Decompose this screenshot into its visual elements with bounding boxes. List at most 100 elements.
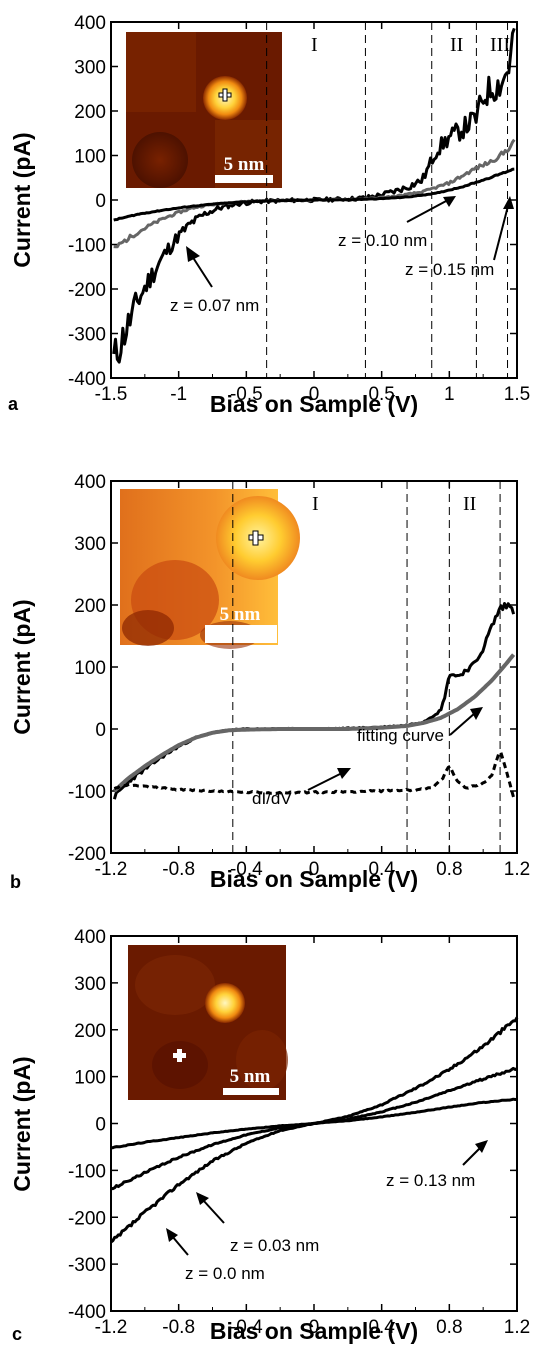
annotation-arrow-fitting	[449, 712, 476, 736]
svg-text:z = 0.03 nm: z = 0.03 nm	[230, 1236, 319, 1255]
series-line-c-3	[111, 1097, 518, 1150]
y-tick-label: -100	[68, 782, 106, 803]
annotation-z000: z = 0.0 nm	[166, 1228, 265, 1283]
series-line-a-3	[113, 167, 515, 222]
region-label-II-a: II	[450, 34, 463, 56]
region-label-II-b: II	[463, 493, 476, 515]
y-tick-label: 200	[74, 102, 106, 123]
panel-label-a: a	[8, 394, 19, 414]
annotation-arrow-z010	[406, 199, 449, 223]
y-tick-label: -300	[68, 1255, 106, 1276]
annotation-z010: z = 0.10 nm	[338, 196, 456, 250]
tip-position-marker	[218, 88, 232, 102]
y-axis-title: Current (pA)	[9, 599, 35, 734]
x-tick-label: -1.2	[95, 859, 128, 880]
x-tick-label: -0.5	[230, 384, 263, 405]
x-tick-label: 0.8	[436, 859, 462, 880]
x-tick-label: 0.8	[436, 1317, 462, 1338]
x-axis-title: Bias on Sample (V)	[210, 866, 418, 892]
y-tick-label: 200	[74, 1021, 106, 1042]
scale-bar-b	[205, 625, 277, 643]
x-tick-label: 1.2	[504, 859, 530, 880]
y-tick-label: 400	[74, 927, 106, 948]
x-tick-label: 0.4	[368, 1317, 395, 1338]
annotation-z007: z = 0.07 nm	[170, 246, 259, 315]
panel-c: 5 nm -1.2 -0.8 -0.4 0 0.4 0.8 1.2-400-300-200-…	[9, 927, 530, 1344]
stm-inset-image-c: 5 nm	[128, 945, 288, 1100]
axes-c: -1.2 -0.8 -0.4 0 0.4 0.8 1.2 -400 -300 -200 -100 0 1…	[9, 927, 530, 1344]
series-b	[112, 602, 516, 800]
y-tick-label: 0	[95, 191, 106, 212]
annotation-arrow-z007	[191, 255, 213, 288]
scale-label-c: 5 nm	[230, 1066, 271, 1087]
x-tick-label: 0	[309, 1317, 320, 1338]
panel-label-b: b	[10, 872, 21, 892]
x-tick-label: -1.2	[95, 1317, 128, 1338]
arrow-head-icon	[166, 1228, 178, 1242]
y-tick-label: -100	[68, 1161, 106, 1182]
svg-text:z = 0.10 nm: z = 0.10 nm	[338, 231, 427, 250]
tip-position-marker	[173, 1049, 186, 1062]
series-line-b-2	[113, 653, 516, 793]
y-axis-title: Current (pA)	[9, 1056, 35, 1191]
arrow-head-icon	[503, 196, 514, 209]
y-tick-label: -200	[68, 844, 106, 865]
svg-text:z = 0.0 nm: z = 0.0 nm	[185, 1264, 265, 1283]
svg-text:dI/dV: dI/dV	[252, 789, 292, 808]
y-axis-title: Current (pA)	[9, 132, 35, 267]
annotation-arrow-z013	[462, 1147, 481, 1166]
region-dividers-a	[266, 22, 509, 378]
y-tick-label: -100	[68, 236, 106, 257]
x-tick-label: -0.4	[230, 1317, 263, 1338]
svg-text:z = 0.13 nm: z = 0.13 nm	[386, 1171, 475, 1190]
annotation-z003: z = 0.03 nm	[196, 1192, 319, 1255]
arrow-head-icon	[475, 1140, 488, 1153]
x-tick-label: -0.8	[162, 1317, 195, 1338]
x-axis-title: Bias on Sample (V)	[210, 1318, 418, 1344]
arrow-head-icon	[470, 707, 483, 720]
x-tick-label: 1	[444, 384, 455, 405]
y-tick-label: 100	[74, 1068, 106, 1089]
x-tick-label: -0.4	[230, 859, 263, 880]
x-tick-label: 0	[309, 859, 320, 880]
region-dividers-b	[232, 481, 501, 853]
panel-label-c: c	[12, 1324, 22, 1344]
x-tick-label: -0.8	[162, 859, 195, 880]
x-tick-label: -1	[170, 384, 187, 405]
stm-inset-image-b: 5 nm	[120, 489, 300, 649]
y-tick-label: 300	[74, 58, 106, 79]
panel-a: 5 nm -1.5 -1 -0.5 0 0.5 1 1.5 -400 -300 -200 -100 0…	[8, 13, 530, 417]
y-tick-label: -200	[68, 1208, 106, 1229]
y-tick-label: 100	[74, 147, 106, 168]
y-tick-label: 0	[95, 720, 106, 741]
arrow-head-icon	[337, 768, 351, 779]
annotation-didv: dI/dV	[252, 768, 351, 808]
scale-label-b: 5 nm	[220, 604, 261, 625]
scale-bar-c	[223, 1088, 279, 1095]
series-a	[112, 27, 516, 364]
svg-text:z = 0.07 nm: z = 0.07 nm	[170, 296, 259, 315]
axes-b: -1.2 -0.8 -0.4 0 0.4 0.8 1.2 -200 -100 0 100 200 300…	[9, 472, 530, 892]
svg-text:z = 0.15 nm: z = 0.15 nm	[405, 260, 494, 279]
scale-bar-a	[215, 175, 273, 183]
annotation-z015: z = 0.15 nm	[405, 196, 514, 279]
y-tick-label: -200	[68, 280, 106, 301]
annotation-arrow-z003	[202, 1199, 225, 1224]
y-tick-label: -400	[68, 1302, 106, 1323]
annotation-arrow-z015	[493, 205, 509, 261]
annotation-arrow-didv	[307, 772, 343, 791]
tip-position-marker	[248, 530, 264, 546]
region-label-I-a: I	[311, 34, 318, 56]
arrow-head-icon	[443, 196, 456, 207]
y-tick-label: 100	[74, 658, 106, 679]
annotation-fitting-curve: fitting curve	[357, 707, 483, 745]
y-tick-label: -400	[68, 369, 106, 390]
x-tick-label: -1.5	[95, 384, 128, 405]
series-line-b-3	[113, 751, 516, 798]
y-tick-label: 200	[74, 596, 106, 617]
x-tick-label: 0.4	[368, 859, 395, 880]
x-tick-label: 0.5	[368, 384, 394, 405]
series-line-a-1	[112, 27, 516, 364]
x-tick-label: 1.2	[504, 1317, 530, 1338]
